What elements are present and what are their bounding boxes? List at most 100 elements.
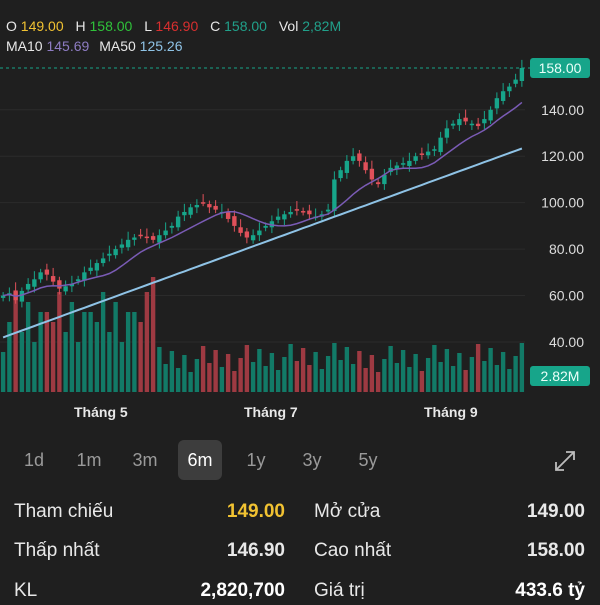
- timeframe-tabs: 1d 1m 3m 6m 1y 3y 5y: [0, 440, 600, 480]
- candle-body: [50, 276, 56, 282]
- value-value: 433.6 tỷ: [515, 580, 585, 601]
- volume-bar: [338, 360, 343, 392]
- volume-bar: [119, 342, 125, 392]
- volume-bar: [244, 345, 250, 392]
- tab-3m[interactable]: 3m: [132, 450, 158, 470]
- volume-bar: [494, 365, 500, 392]
- candle-body: [332, 179, 337, 212]
- candle-body: [157, 235, 162, 243]
- low-label: L: [144, 18, 152, 34]
- expand-icon[interactable]: [554, 450, 576, 472]
- low-value: 146.90: [155, 18, 199, 34]
- volume-bar: [19, 332, 25, 392]
- volume-bar: [232, 371, 237, 392]
- candle-body: [275, 216, 281, 220]
- candle-body: [257, 230, 262, 236]
- tab-5y[interactable]: 5y: [358, 450, 378, 470]
- stats-row-3: KL 2,820,700 Giá trị 433.6 tỷ: [14, 577, 589, 605]
- volume-bar: [132, 312, 137, 392]
- y-tick-label: 120.00: [541, 148, 584, 164]
- volume-bar: [500, 352, 506, 392]
- candle-body: [207, 204, 212, 208]
- volume-bar: [63, 332, 68, 392]
- volume-bar: [225, 354, 231, 392]
- candle-body: [225, 211, 231, 219]
- volume-bar: [413, 354, 418, 392]
- volume-bar: [82, 312, 87, 392]
- candle-body: [325, 209, 331, 212]
- y-tick-label: 80.00: [549, 241, 584, 257]
- candle-body: [169, 225, 175, 228]
- candle-body: [450, 123, 456, 126]
- volume-bar: [38, 312, 43, 392]
- candle-body: [100, 258, 106, 264]
- volume-bar: [57, 292, 62, 392]
- x-tick-july: Tháng 7: [244, 404, 298, 420]
- candle-body: [357, 153, 362, 161]
- volume-bar: [294, 361, 300, 392]
- candle-body: [144, 236, 150, 239]
- candle-body: [238, 227, 243, 233]
- low-label: Thấp nhất: [14, 540, 100, 561]
- volume-bar: [469, 357, 475, 392]
- volume-bar: [188, 372, 193, 392]
- volume-bar: [369, 355, 375, 392]
- ma50-label: MA50: [99, 38, 136, 54]
- candle-body: [294, 209, 300, 211]
- candle-body: [57, 280, 62, 289]
- volume-bar: [382, 359, 387, 392]
- candle-body: [463, 117, 468, 122]
- candle-body: [457, 119, 462, 126]
- candle-body: [75, 279, 81, 282]
- price-chart[interactable]: 140.00 120.00 100.00 80.00 60.00 40.00: [0, 55, 600, 395]
- volume-label: KL: [14, 580, 38, 601]
- volume-bar: [175, 368, 181, 392]
- x-tick-may: Tháng 5: [74, 404, 128, 420]
- volume-value: 2,820,700: [200, 580, 285, 601]
- ma50-value: 125.26: [139, 38, 183, 54]
- volume-bar: [519, 343, 525, 392]
- candle-body: [175, 216, 181, 228]
- candle-body: [194, 205, 200, 208]
- volume-bar: [13, 292, 18, 392]
- candle-body: [300, 211, 306, 213]
- volume-bar: [75, 342, 81, 392]
- high-value: 158.00: [89, 18, 133, 34]
- candle-body: [44, 269, 50, 275]
- volume-bar: [407, 367, 412, 392]
- candle-body: [182, 211, 187, 216]
- ma50-line: [2, 147, 523, 339]
- candle-body: [432, 149, 437, 151]
- volume-bar: [394, 363, 400, 392]
- candle-body: [344, 160, 350, 173]
- volume-bar: [282, 357, 287, 392]
- volume-bar: [288, 344, 293, 392]
- open-value: 149.00: [20, 18, 64, 34]
- candle-body: [350, 156, 356, 161]
- tab-3y[interactable]: 3y: [302, 450, 322, 470]
- chart-grid: [0, 109, 525, 343]
- tab-6m[interactable]: 6m: [178, 440, 222, 480]
- volume-bar: [107, 332, 112, 392]
- volume-bar: [325, 356, 331, 392]
- tab-1d[interactable]: 1d: [23, 450, 45, 470]
- candle-body: [163, 230, 168, 236]
- candle-body: [413, 156, 418, 161]
- volume-bar: [300, 348, 306, 392]
- candle-body: [494, 98, 500, 109]
- ma10-label: MA10: [6, 38, 43, 54]
- candle-body: [369, 168, 375, 180]
- volume-bar: [200, 346, 206, 392]
- candle-body: [32, 279, 37, 287]
- volume-bar: [313, 352, 318, 392]
- tab-1m[interactable]: 1m: [76, 450, 102, 470]
- volume-bar: [219, 367, 225, 392]
- tab-1y[interactable]: 1y: [246, 450, 266, 470]
- volume-bar: [425, 358, 431, 392]
- candle-body: [138, 234, 143, 237]
- y-axis-ticks: 140.00 120.00 100.00 80.00 60.00 40.00: [541, 102, 584, 350]
- vol-value: 2,82M: [302, 18, 342, 34]
- candle-body: [25, 283, 31, 290]
- volume-bar: [100, 292, 106, 392]
- volume-bar: [344, 347, 350, 392]
